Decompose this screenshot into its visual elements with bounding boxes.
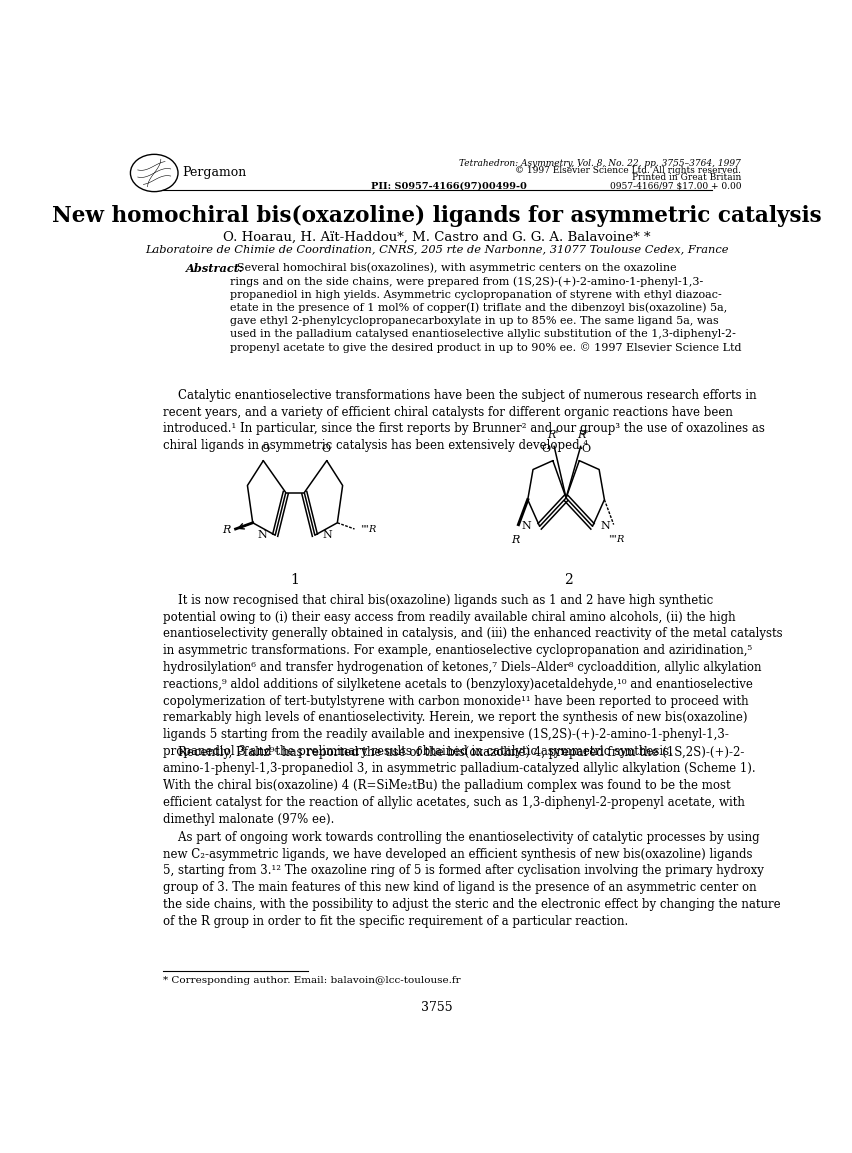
Text: Printed in Great Britain: Printed in Great Britain — [631, 173, 740, 182]
Text: N: N — [521, 521, 531, 532]
Text: N: N — [322, 530, 332, 541]
Text: Recently, Pfaltz⁹ᶜ has reported the use of the bis(oxazoline) 4, prepared from t: Recently, Pfaltz⁹ᶜ has reported the use … — [163, 746, 755, 826]
Text: R': R' — [546, 430, 558, 440]
Text: O: O — [541, 444, 550, 453]
Text: Catalytic enantioselective transformations have been the subject of numerous res: Catalytic enantioselective transformatio… — [163, 389, 763, 452]
Text: O: O — [581, 444, 590, 453]
Text: Abstract:: Abstract: — [186, 263, 244, 273]
Text: It is now recognised that chiral bis(oxazoline) ligands such as 1 and 2 have hig: It is now recognised that chiral bis(oxa… — [163, 594, 781, 758]
Text: O: O — [320, 444, 330, 453]
Text: Tetrahedron: Asymmetry, Vol. 8, No. 22, pp. 3755–3764, 1997: Tetrahedron: Asymmetry, Vol. 8, No. 22, … — [459, 159, 740, 168]
Text: 1: 1 — [291, 573, 299, 587]
Text: N: N — [257, 530, 267, 541]
Text: 2: 2 — [563, 573, 572, 587]
Text: O: O — [260, 444, 269, 453]
Text: 3755: 3755 — [421, 1001, 452, 1015]
Text: R: R — [511, 535, 520, 545]
Text: R': R' — [577, 430, 588, 440]
Text: © 1997 Elsevier Science Ltd. All rights reserved.: © 1997 Elsevier Science Ltd. All rights … — [515, 166, 740, 175]
Text: PII: S0957-4166(97)00499-0: PII: S0957-4166(97)00499-0 — [371, 182, 527, 191]
Text: O. Hoarau, H. Aït-Haddou*, M. Castro and G. G. A. Balavoine* *: O. Hoarau, H. Aït-Haddou*, M. Castro and… — [223, 231, 650, 243]
Text: New homochiral bis(oxazoline) ligands for asymmetric catalysis: New homochiral bis(oxazoline) ligands fo… — [52, 205, 821, 227]
Text: R: R — [222, 525, 230, 535]
Text: Several homochiral bis(oxazolines), with asymmetric centers on the oxazoline
rin: Several homochiral bis(oxazolines), with… — [230, 263, 741, 353]
Text: ""R: ""R — [360, 526, 376, 534]
Text: ""R: ""R — [607, 535, 624, 544]
Text: Pergamon: Pergamon — [182, 166, 246, 180]
Text: 0957-4166/97 $17.00 + 0.00: 0957-4166/97 $17.00 + 0.00 — [609, 182, 740, 191]
Text: Laboratoire de Chimie de Coordination, CNRS, 205 rte de Narbonne, 31077 Toulouse: Laboratoire de Chimie de Coordination, C… — [145, 244, 728, 254]
Text: N: N — [600, 521, 609, 532]
Text: As part of ongoing work towards controlling the enantioselectivity of catalytic : As part of ongoing work towards controll… — [163, 831, 780, 928]
Text: * Corresponding author. Email: balavoin@lcc-toulouse.fr: * Corresponding author. Email: balavoin@… — [163, 977, 460, 986]
